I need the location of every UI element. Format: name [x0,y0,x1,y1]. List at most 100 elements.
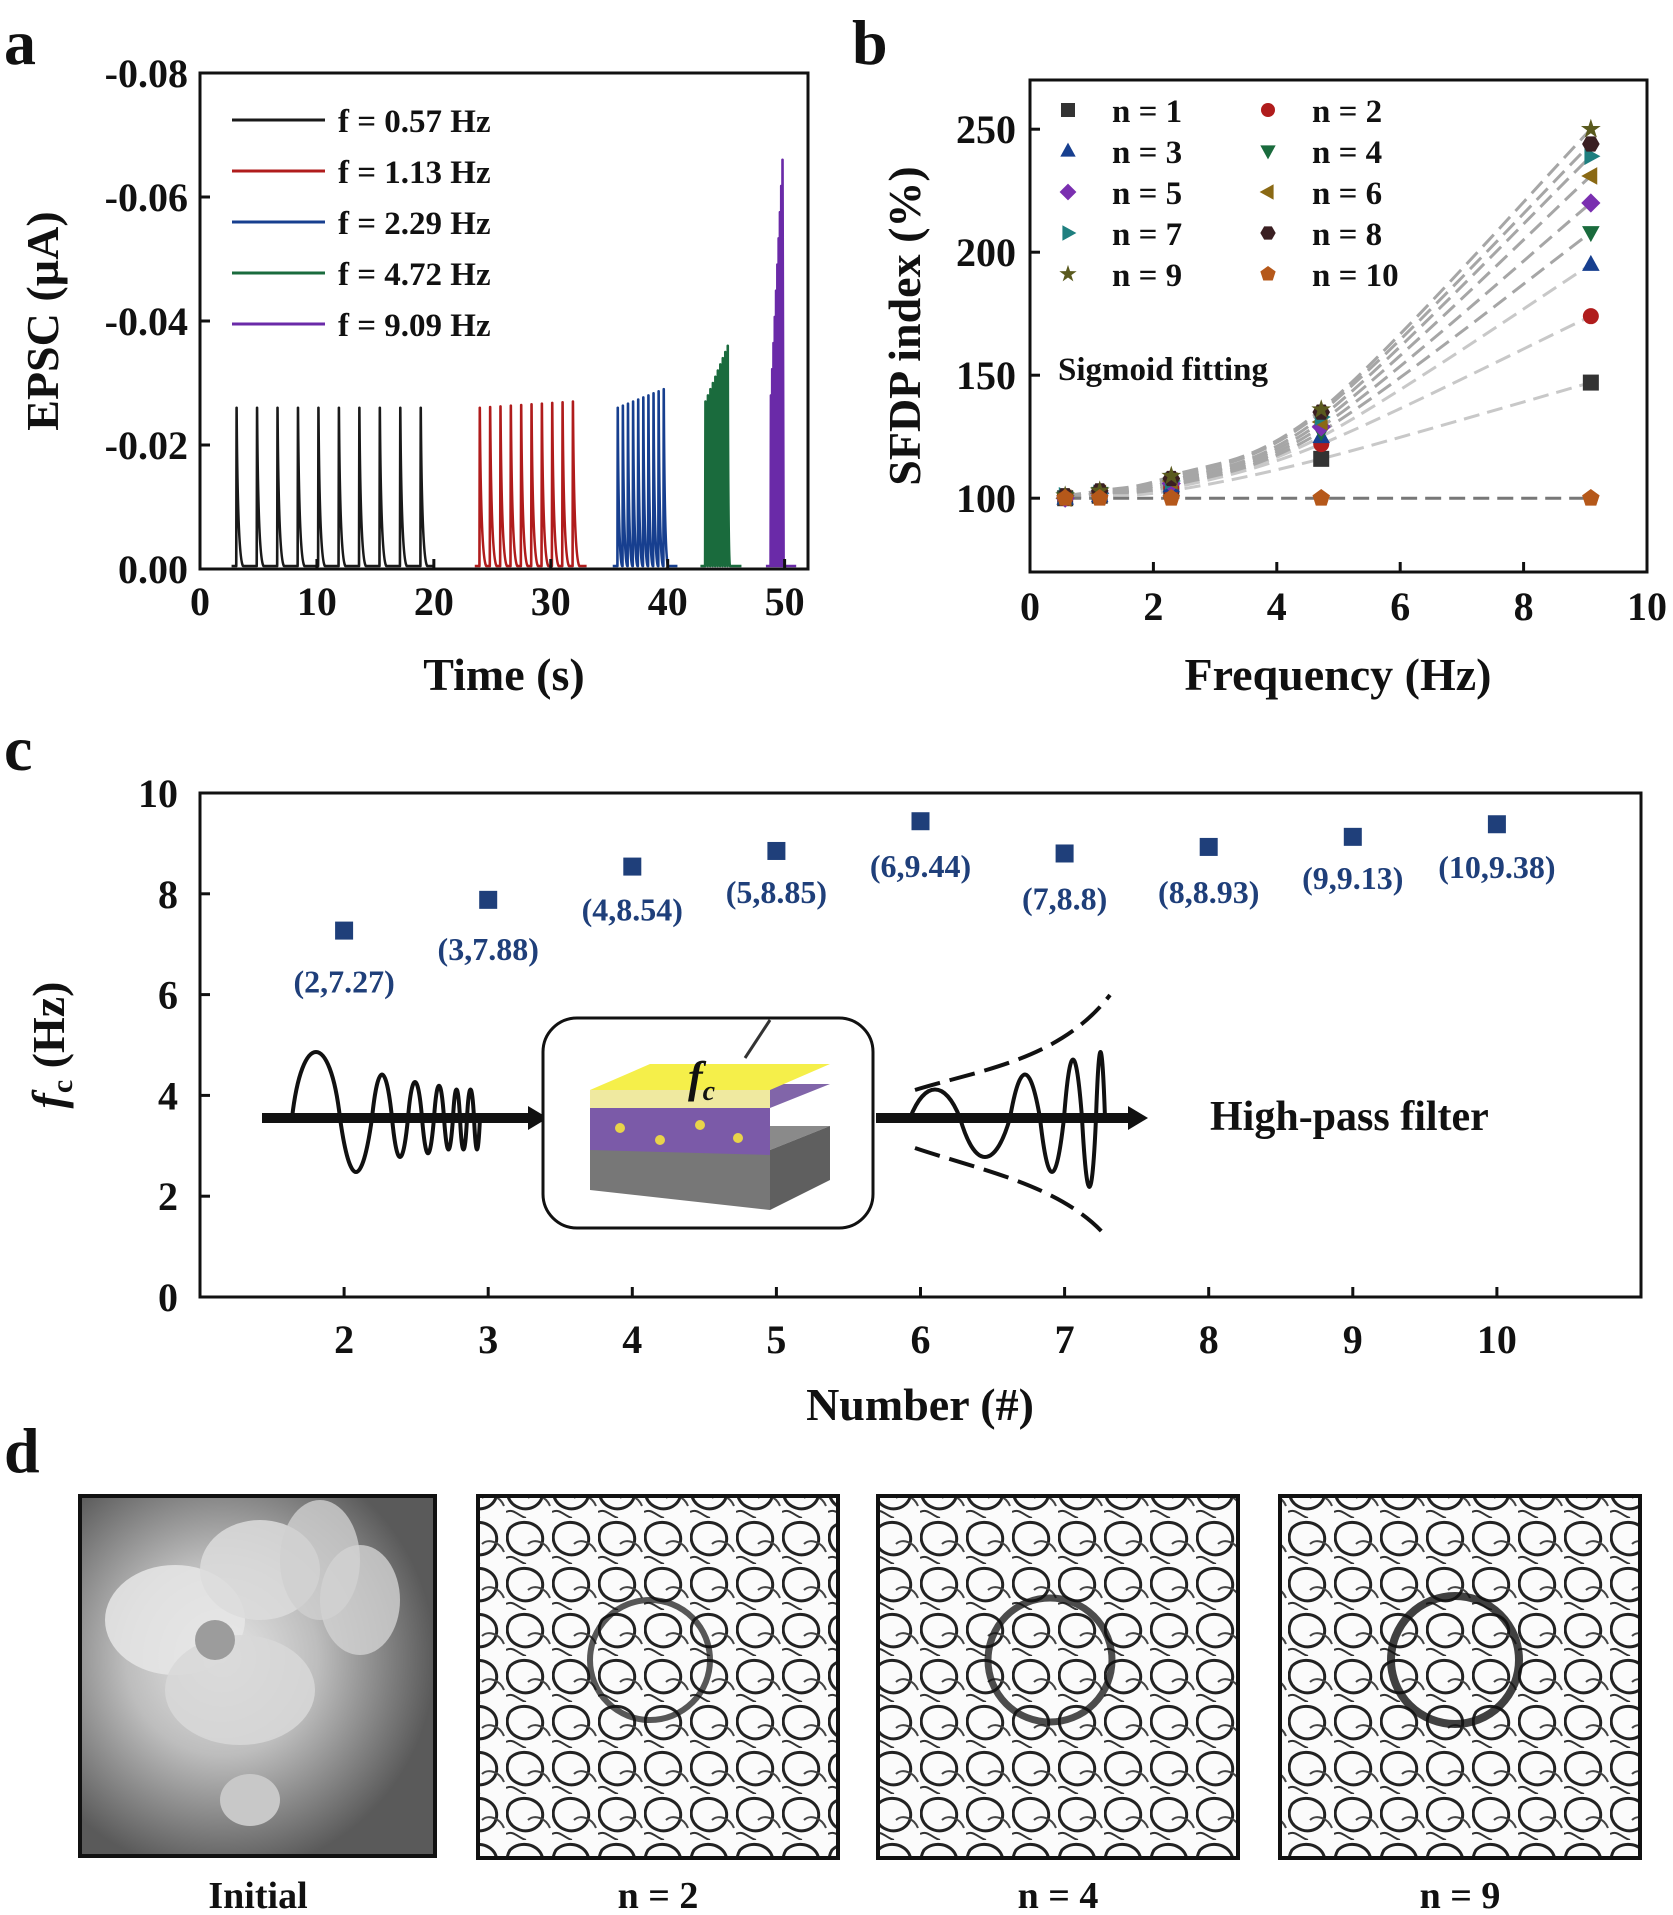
plot-c-points: (2,7.27) (3,7.88) (4,8.54) (5,8.85) (6,9.44)… [293,812,1556,1000]
fc-point [1343,827,1362,846]
legend-marker [1260,265,1276,281]
fc-point [767,841,786,860]
fc-data-label: (7,8.8) [1022,880,1107,916]
x-tick-label: 6 [1390,584,1410,629]
plot-a-series [231,158,797,568]
edge-image-overlays [587,1592,1523,1728]
plot-b-points [1055,118,1601,508]
fc-data-label: (5,8.85) [726,874,827,910]
fc-data-label: (10,9.38) [1438,849,1555,885]
fc-point [1055,844,1074,863]
caption-n2: n = 2 [618,1875,699,1915]
caption-initial: Initial [208,1875,307,1915]
plot-b-xlabel: Frequency (Hz) [1184,649,1491,700]
fc-point [1199,837,1218,856]
fc-data-label: (6,9.44) [870,848,971,884]
device-particle [695,1120,705,1130]
y-tick-label: 150 [956,353,1016,398]
device-top-layer [590,1064,830,1090]
point-n8 [1582,136,1600,152]
x-tick-label: 30 [531,579,571,624]
x-tick-label: 10 [1477,1317,1517,1362]
fc-data-label: (4,8.54) [582,892,683,928]
plot-c-xlabel: Number (#) [806,1379,1034,1430]
x-tick-label: 5 [766,1317,786,1362]
plot-b-annotation: Sigmoid fitting [1058,352,1268,388]
edge-contour [587,1597,713,1723]
legend-label: n = 10 [1312,258,1399,294]
x-tick-label: 7 [1055,1317,1075,1362]
legend-marker [1260,226,1276,240]
point-n4 [1582,226,1600,243]
legend-label: n = 2 [1312,94,1382,130]
bud-shape [220,1774,280,1826]
legend-label: f = 4.72 Hz [338,257,491,293]
point-n10 [1582,489,1600,506]
legend-marker [1261,103,1275,117]
fc-data-label: (8,8.93) [1158,874,1259,910]
legend-marker [1060,142,1076,157]
point-n5 [1581,193,1601,213]
inset-fc-label: fc [688,1053,716,1107]
legend-marker [1059,183,1077,201]
legend-label: f = 9.09 Hz [338,308,491,344]
image-n9 [1278,1494,1642,1860]
fc-data-label: (3,7.88) [438,931,539,967]
point-n1 [1582,374,1599,391]
legend-label: f = 1.13 Hz [338,155,491,191]
output-envelope-lower [914,1146,1107,1237]
x-tick-label: 8 [1199,1317,1219,1362]
fc-point [1487,815,1506,834]
epsc-series-1 [474,400,587,568]
point-n9 [1311,399,1332,419]
epsc-series-0 [231,406,435,568]
fc-point [479,890,498,909]
image-initial [78,1494,437,1858]
y-tick-label: 2 [158,1174,178,1219]
x-tick-label: 40 [648,579,688,624]
plot-a-xlabel: Time (s) [423,649,584,700]
y-tick-label: -0.04 [105,299,188,344]
fc-point [911,812,930,831]
legend-marker [1061,103,1075,117]
y-tick-label: -0.02 [105,423,188,468]
plot-b-legend: n = 1 n = 2 n = 3 n = 4 n = 5 n = 6 n = 7 n = 8… [1059,94,1399,294]
y-tick-label: 0.00 [118,547,188,592]
device-top-side [590,1090,770,1108]
y-tick-label: -0.08 [105,51,188,96]
x-tick-label: 0 [190,579,210,624]
device-substrate-side2 [770,1126,830,1210]
legend-marker [1062,225,1077,241]
epsc-series-4 [765,158,797,568]
legend-label: n = 1 [1112,94,1182,130]
fc-data-label: (9,9.13) [1302,860,1403,896]
y-tick-label: 6 [158,973,178,1018]
output-arrowhead [1128,1106,1148,1130]
x-tick-label: 2 [334,1317,354,1362]
x-tick-label: 10 [297,579,337,624]
image-n4 [876,1494,1240,1860]
legend-label: n = 9 [1112,258,1182,294]
legend-label: n = 8 [1312,217,1382,253]
plot-a-legend: f = 0.57 Hz f = 1.13 Hz f = 2.29 Hz f = 4.7… [232,104,491,344]
plot-c-ylabel: fc (Hz) [23,982,79,1109]
image-n2 [476,1494,840,1860]
point-n7 [1584,147,1601,166]
x-tick-label: 0 [1020,584,1040,629]
legend-label: n = 4 [1312,135,1382,171]
plot-a-ylabel: EPSC (µA) [17,211,68,430]
fc-data-label: (2,7.27) [293,964,394,1000]
panel-label-a: a [4,7,36,78]
point-n10 [1162,489,1181,506]
fc-point [623,857,642,876]
y-tick-label: 4 [158,1073,178,1118]
point-n9 [1580,118,1601,138]
legend-label: f = 2.29 Hz [338,206,491,242]
x-tick-label: 6 [911,1317,931,1362]
y-tick-label: 10 [138,771,178,816]
y-tick-label: 0 [158,1275,178,1320]
petal-shape [320,1545,400,1655]
y-tick-label: -0.06 [105,175,188,220]
y-tick-label: 200 [956,230,1016,275]
point-n10 [1056,489,1074,506]
